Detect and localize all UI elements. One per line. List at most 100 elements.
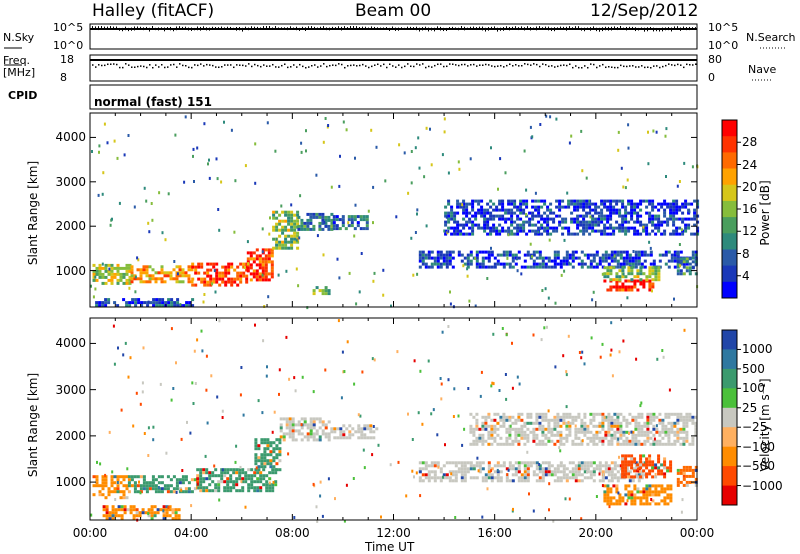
colorbar-tick-label: 25 (742, 400, 758, 415)
xtick-label: 00:00 (679, 526, 715, 540)
scatter-region-6 (418, 461, 647, 483)
colorbar-tick-label: 20 (742, 179, 758, 194)
scatter-region-1 (130, 265, 194, 284)
ytick-label: 1000 (55, 263, 86, 278)
colorbar-tick-label: 28 (742, 135, 758, 150)
scatter-region-7 (469, 412, 698, 446)
colorbar-tick-label: −100 (742, 439, 775, 454)
xtick-label: 00:00 (72, 526, 108, 540)
nsky-tick-bottom: 10^0 (53, 39, 84, 52)
scatter-region-0 (92, 475, 129, 500)
colorbar-tick-label: 1000 (742, 342, 773, 357)
colorbar-segment-1 (722, 136, 737, 153)
nsky-strip-trace (90, 26, 697, 32)
nsearch-tick-bottom: 10^0 (708, 39, 739, 52)
nsky-tick-top: 10^5 (53, 21, 84, 34)
scatter-region-10 (676, 465, 698, 487)
scatter-region-4 (279, 417, 331, 442)
cpid-strip-frame (89, 84, 698, 110)
colorbar-tick-label: 100 (742, 381, 765, 396)
colorbar-tick-label: 500 (742, 361, 765, 376)
colorbar-tick-label: 8 (742, 246, 750, 261)
cpid-label: CPID (8, 89, 38, 102)
colorbar-segment-7 (722, 233, 737, 250)
power-colorbar-label: Power [dB] (758, 180, 772, 246)
colorbar-tick-label: 4 (742, 268, 750, 283)
scatter-region-9 (621, 454, 673, 479)
freq-unit: [MHz] (3, 66, 36, 79)
velocity-ylabel: Slant Range [km] (26, 372, 40, 478)
scatter-region-8 (418, 250, 698, 269)
scatter-region-11 (102, 505, 181, 521)
scatter-region-6 (332, 215, 369, 231)
scatter-region-2 (196, 468, 278, 493)
ytick-label: 3000 (55, 382, 86, 397)
colorbar-segment-2 (722, 368, 737, 389)
colorbar-tick-label: −500 (742, 459, 775, 474)
plot-background (90, 318, 697, 520)
scatter-region-8 (603, 484, 673, 506)
colorbar-segment-5 (722, 427, 737, 448)
colorbar-segment-4 (722, 407, 737, 428)
freq-tick-bottom: 8 (60, 71, 67, 84)
time-axis-label: Time UT (365, 540, 415, 554)
colorbar-segment-3 (722, 388, 737, 409)
scatter-region-7 (312, 286, 331, 296)
ytick-label: 2000 (55, 219, 86, 234)
ytick-label: 4000 (55, 336, 86, 351)
xtick-label: 20:00 (578, 526, 614, 540)
beam-label: Beam 00 (355, 1, 432, 21)
colorbar-segment-2 (722, 152, 737, 170)
colorbar-tick-label: 16 (742, 202, 758, 216)
colorbar-segment-3 (722, 168, 737, 186)
nsearch-tick-top: 10^5 (708, 21, 739, 34)
scatter-region-2 (191, 262, 249, 287)
power-colorbar (721, 119, 741, 299)
scatter-region-4 (272, 210, 300, 250)
ytick-label: 3000 (55, 174, 86, 189)
colorbar-segment-4 (722, 184, 737, 202)
freq-tick-top: 18 (60, 53, 74, 66)
xtick-label: 04:00 (173, 526, 209, 540)
nave-label: Nave (748, 63, 777, 76)
colorbar-tick-label: −25 (742, 420, 768, 435)
nave-tick-top: 80 (708, 53, 722, 66)
scatter-region-10 (603, 279, 655, 292)
colorbar-segment-0 (722, 330, 737, 350)
colorbar-segment-8 (722, 485, 737, 506)
ytick-label: 4000 (55, 130, 86, 145)
summary-strips (4, 23, 786, 110)
scatter-region-5 (330, 424, 379, 440)
scatter-region-12 (676, 257, 698, 276)
nsky-label: N.Sky (3, 31, 35, 44)
station-title: Halley (fitACF) (92, 1, 215, 21)
colorbar-segment-0 (722, 120, 737, 137)
colorbar-segment-8 (722, 249, 737, 267)
scatter-region-3 (254, 438, 282, 472)
colorbar-segment-7 (722, 466, 737, 486)
power-ylabel: Slant Range [km] (26, 160, 40, 266)
colorbar-frame (721, 329, 738, 506)
power-panel (89, 112, 700, 310)
colorbar-tick-label: −1000 (742, 478, 783, 493)
colorbar-segment-6 (722, 217, 737, 234)
freq-label: Freq. (3, 54, 31, 67)
scatter-region-11 (603, 266, 661, 282)
xtick-label: 16:00 (477, 526, 512, 540)
ytick-label: 1000 (55, 475, 86, 490)
ytick-label: 2000 (55, 428, 86, 443)
xtick-label: 12:00 (376, 526, 411, 540)
date-label: 12/Sep/2012 (590, 1, 699, 21)
xtick-label: 08:00 (275, 526, 310, 540)
colorbar-segment-10 (722, 281, 737, 299)
freq-strip-trace (90, 59, 697, 69)
cpid-text: normal (fast) 151 (94, 95, 212, 109)
scattered-noise (90, 114, 699, 310)
colorbar-segment-1 (722, 349, 737, 370)
nave-tick-bottom: 0 (708, 71, 715, 84)
scatter-region-5 (297, 212, 334, 231)
nsearch-label: N.Search (746, 31, 796, 44)
colorbar-tick-label: 12 (742, 224, 758, 239)
velocity-panel (89, 317, 698, 523)
